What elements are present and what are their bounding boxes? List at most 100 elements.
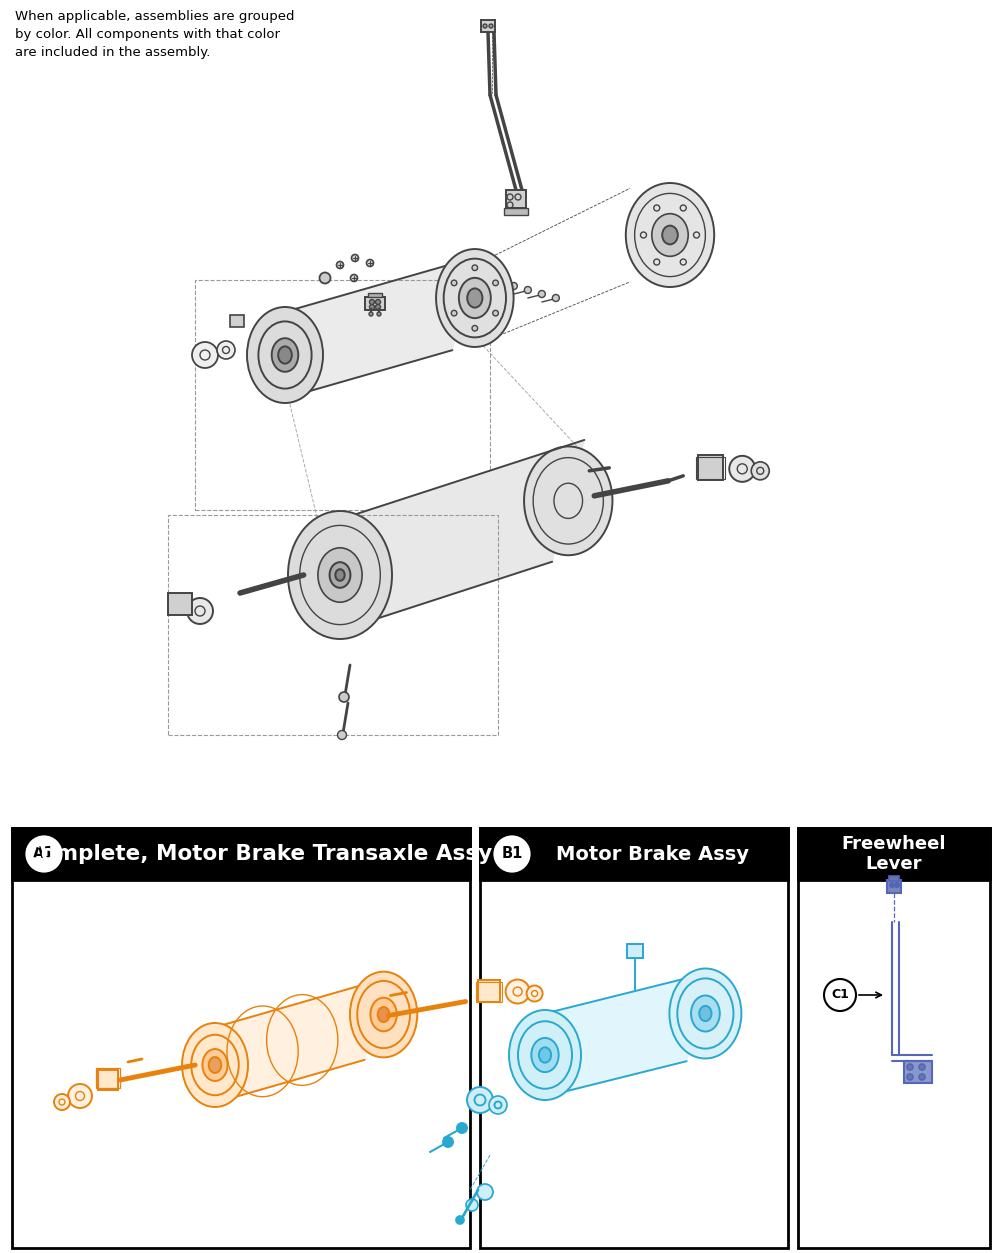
Circle shape: [751, 462, 769, 480]
Circle shape: [456, 1215, 464, 1224]
Circle shape: [895, 882, 900, 887]
Circle shape: [477, 1184, 493, 1200]
Ellipse shape: [652, 214, 688, 257]
Polygon shape: [206, 979, 383, 1105]
Text: Motor Brake Assy: Motor Brake Assy: [556, 845, 748, 863]
Circle shape: [527, 986, 543, 1001]
Circle shape: [187, 598, 213, 624]
Bar: [195, 279, 490, 510]
Bar: [230, 315, 244, 327]
Ellipse shape: [531, 1037, 559, 1073]
Circle shape: [919, 1074, 925, 1080]
Ellipse shape: [509, 1010, 581, 1100]
Ellipse shape: [539, 1048, 551, 1063]
Text: B1: B1: [501, 847, 523, 862]
Ellipse shape: [182, 1022, 248, 1106]
Ellipse shape: [335, 569, 345, 580]
Circle shape: [338, 730, 347, 739]
Circle shape: [492, 834, 532, 875]
Ellipse shape: [699, 1006, 712, 1021]
Bar: [696, 457, 725, 479]
Ellipse shape: [524, 446, 612, 555]
Bar: [504, 208, 528, 216]
Polygon shape: [536, 974, 704, 1099]
Polygon shape: [275, 258, 473, 401]
Bar: [168, 515, 498, 736]
Ellipse shape: [691, 995, 720, 1031]
Circle shape: [472, 326, 478, 331]
Ellipse shape: [318, 548, 362, 603]
Ellipse shape: [330, 563, 350, 588]
Ellipse shape: [669, 969, 741, 1059]
Circle shape: [538, 291, 545, 297]
Bar: [627, 945, 643, 959]
Circle shape: [489, 24, 493, 28]
Ellipse shape: [288, 511, 392, 639]
Ellipse shape: [489, 1096, 507, 1114]
Circle shape: [366, 259, 374, 267]
Circle shape: [552, 294, 559, 302]
Circle shape: [217, 341, 235, 360]
Circle shape: [451, 281, 457, 286]
Circle shape: [472, 264, 478, 271]
Circle shape: [510, 282, 517, 289]
Ellipse shape: [272, 338, 298, 372]
Ellipse shape: [378, 1007, 390, 1022]
Circle shape: [907, 1074, 913, 1080]
Bar: [904, 1061, 932, 1083]
Ellipse shape: [662, 226, 678, 244]
Bar: [698, 455, 723, 480]
Circle shape: [376, 299, 380, 304]
Ellipse shape: [370, 997, 397, 1031]
Bar: [478, 980, 500, 1001]
Text: C1: C1: [831, 989, 849, 1001]
Circle shape: [370, 299, 374, 304]
Circle shape: [466, 1199, 478, 1210]
Circle shape: [493, 281, 498, 286]
Text: A1: A1: [33, 847, 55, 862]
Circle shape: [24, 834, 64, 875]
Ellipse shape: [436, 249, 514, 347]
Circle shape: [443, 1136, 453, 1146]
Circle shape: [54, 1094, 70, 1110]
Circle shape: [524, 287, 531, 293]
Circle shape: [483, 24, 487, 28]
Circle shape: [824, 979, 856, 1011]
Bar: [798, 828, 990, 1248]
Ellipse shape: [459, 278, 491, 318]
Bar: [476, 981, 502, 1001]
Circle shape: [320, 272, 330, 283]
Circle shape: [336, 262, 344, 268]
Bar: [12, 828, 470, 1248]
Bar: [481, 20, 495, 33]
Bar: [365, 297, 385, 309]
Bar: [368, 293, 382, 297]
Ellipse shape: [467, 1088, 493, 1113]
Circle shape: [376, 304, 380, 309]
Circle shape: [68, 1084, 92, 1108]
Polygon shape: [324, 440, 584, 635]
Text: Freewheel
Lever: Freewheel Lever: [842, 834, 946, 873]
Ellipse shape: [278, 346, 292, 363]
Circle shape: [506, 980, 530, 1004]
Circle shape: [729, 456, 755, 482]
Circle shape: [451, 311, 457, 316]
Ellipse shape: [350, 971, 417, 1058]
Bar: [798, 828, 990, 880]
Circle shape: [377, 312, 381, 316]
Circle shape: [351, 274, 358, 282]
Circle shape: [493, 311, 498, 316]
Bar: [480, 828, 788, 1248]
Bar: [887, 880, 901, 893]
Circle shape: [352, 254, 358, 262]
Text: When applicable, assemblies are grouped
by color. All components with that color: When applicable, assemblies are grouped …: [15, 10, 294, 59]
Ellipse shape: [202, 1049, 228, 1081]
Ellipse shape: [467, 288, 482, 307]
Circle shape: [919, 1064, 925, 1070]
Bar: [98, 1070, 118, 1090]
Circle shape: [369, 312, 373, 316]
Bar: [168, 593, 192, 615]
Circle shape: [370, 304, 374, 309]
Circle shape: [457, 1123, 467, 1133]
Text: Complete, Motor Brake Transaxle Assy: Complete, Motor Brake Transaxle Assy: [25, 845, 493, 865]
